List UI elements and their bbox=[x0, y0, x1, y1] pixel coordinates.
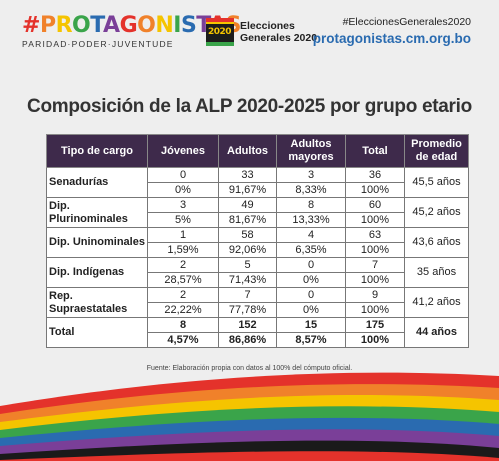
count-cell: 0 bbox=[276, 287, 346, 303]
percent-cell: 0% bbox=[276, 272, 346, 288]
percent-cell: 6,35% bbox=[276, 242, 346, 258]
table-row: Dip. Uninominales 1 58 4 63 43,6 años bbox=[46, 227, 469, 258]
row-type-cell: Dip. Indígenas bbox=[46, 257, 148, 288]
count-cell: 152 bbox=[218, 317, 277, 333]
count-cell: 5 bbox=[218, 257, 277, 273]
brand-title: #PROTAGONISTAS bbox=[22, 13, 242, 38]
table-header-row: Tipo de cargo Jóvenes Adultos Adultos ma… bbox=[46, 134, 469, 168]
header-seniors: Adultos mayores bbox=[276, 134, 346, 168]
count-cell: 36 bbox=[345, 167, 405, 183]
table-row-percent: 0% 91,67% 8,33% 100% bbox=[47, 182, 469, 198]
website-link[interactable]: protagonistas.cm.org.bo bbox=[312, 31, 471, 46]
average-age-cell: 44 años bbox=[404, 317, 469, 348]
table-row: Rep. Supraestatales 2 7 0 9 41,2 años bbox=[46, 287, 469, 318]
count-cell: 60 bbox=[345, 197, 405, 213]
percent-cell: 4,57% bbox=[147, 332, 219, 348]
elections-line1: Elecciones bbox=[240, 20, 295, 32]
count-cell: 175 bbox=[345, 317, 405, 333]
percent-cell: 100% bbox=[345, 332, 405, 348]
table-row: Senadurías 0 33 3 36 45,5 años bbox=[46, 167, 469, 198]
count-cell: 0 bbox=[147, 167, 219, 183]
percent-cell: 100% bbox=[345, 272, 405, 288]
header-young: Jóvenes bbox=[147, 134, 219, 168]
table-row-percent: 28,57% 71,43% 0% 100% bbox=[47, 272, 469, 288]
average-age-cell: 41,2 años bbox=[404, 287, 469, 318]
header-adults: Adultos bbox=[218, 134, 277, 168]
header: #PROTAGONISTAS PARIDAD·PODER·JUVENTUDE 2… bbox=[0, 0, 499, 60]
percent-cell: 28,57% bbox=[147, 272, 219, 288]
percent-cell: 91,67% bbox=[218, 182, 277, 198]
count-cell: 7 bbox=[345, 257, 405, 273]
count-cell: 33 bbox=[218, 167, 277, 183]
percent-cell: 13,33% bbox=[276, 212, 346, 228]
header-average-age: Promedio de edad bbox=[404, 134, 469, 168]
percent-cell: 81,67% bbox=[218, 212, 277, 228]
percent-cell: 71,43% bbox=[218, 272, 277, 288]
row-type-cell: Dip. Uninominales bbox=[46, 227, 148, 258]
count-cell: 63 bbox=[345, 227, 405, 243]
source-note: Fuente: Elaboración propia con datos al … bbox=[146, 365, 353, 372]
count-cell: 1 bbox=[147, 227, 219, 243]
hashtag: #EleccionesGenerales2020 bbox=[342, 16, 471, 28]
row-type-cell: Rep. Supraestatales bbox=[46, 287, 148, 318]
count-cell: 0 bbox=[276, 257, 346, 273]
table-row-percent: 22,22% 77,78% 0% 100% bbox=[47, 302, 469, 318]
count-cell: 3 bbox=[147, 197, 219, 213]
table-row-percent: 5% 81,67% 13,33% 100% bbox=[47, 212, 469, 228]
percent-cell: 0% bbox=[276, 302, 346, 318]
count-cell: 7 bbox=[218, 287, 277, 303]
brand-subtitle: PARIDAD·PODER·JUVENTUDE bbox=[22, 39, 174, 49]
page-title: Composición de la ALP 2020-2025 por grup… bbox=[27, 96, 472, 117]
count-cell: 4 bbox=[276, 227, 346, 243]
count-cell: 8 bbox=[147, 317, 219, 333]
percent-cell: 0% bbox=[147, 182, 219, 198]
percent-cell: 92,06% bbox=[218, 242, 277, 258]
percent-cell: 5% bbox=[147, 212, 219, 228]
average-age-cell: 45,5 años bbox=[404, 167, 469, 198]
count-cell: 8 bbox=[276, 197, 346, 213]
header-type: Tipo de cargo bbox=[46, 134, 148, 168]
count-cell: 2 bbox=[147, 257, 219, 273]
age-group-table: Tipo de cargo Jóvenes Adultos Adultos ma… bbox=[46, 134, 469, 348]
percent-cell: 22,22% bbox=[147, 302, 219, 318]
percent-cell: 1,59% bbox=[147, 242, 219, 258]
average-age-cell: 45,2 años bbox=[404, 197, 469, 228]
average-age-cell: 35 años bbox=[404, 257, 469, 288]
count-cell: 49 bbox=[218, 197, 277, 213]
count-cell: 3 bbox=[276, 167, 346, 183]
row-type-cell: Dip. Plurinominales bbox=[46, 197, 148, 228]
ballot-box-icon: 2020 bbox=[206, 18, 234, 46]
count-cell: 2 bbox=[147, 287, 219, 303]
percent-cell: 100% bbox=[345, 302, 405, 318]
table-row-percent: 4,57% 86,86% 8,57% 100% bbox=[47, 332, 469, 348]
count-cell: 15 bbox=[276, 317, 346, 333]
percent-cell: 86,86% bbox=[218, 332, 277, 348]
table-row: Dip. Plurinominales 3 49 8 60 45,2 años bbox=[46, 197, 469, 228]
percent-cell: 100% bbox=[345, 242, 405, 258]
percent-cell: 8,33% bbox=[276, 182, 346, 198]
table-row: Total 8 152 15 175 44 años bbox=[46, 317, 469, 348]
elections-badge: 2020 bbox=[208, 27, 232, 37]
decorative-waves bbox=[0, 372, 499, 461]
row-type-cell: Total bbox=[46, 317, 148, 348]
average-age-cell: 43,6 años bbox=[404, 227, 469, 258]
percent-cell: 77,78% bbox=[218, 302, 277, 318]
percent-cell: 100% bbox=[345, 212, 405, 228]
count-cell: 9 bbox=[345, 287, 405, 303]
protagonistas-logo: #PROTAGONISTAS PARIDAD·PODER·JUVENTUDE bbox=[22, 13, 242, 50]
row-type-cell: Senadurías bbox=[46, 167, 148, 198]
percent-cell: 8,57% bbox=[276, 332, 346, 348]
elections-logo: 2020 Elecciones Generales 2020 bbox=[206, 18, 317, 46]
elections-line2: Generales 2020 bbox=[240, 32, 318, 44]
table-row: Dip. Indígenas 2 5 0 7 35 años bbox=[46, 257, 469, 288]
percent-cell: 100% bbox=[345, 182, 405, 198]
header-total: Total bbox=[345, 134, 405, 168]
count-cell: 58 bbox=[218, 227, 277, 243]
